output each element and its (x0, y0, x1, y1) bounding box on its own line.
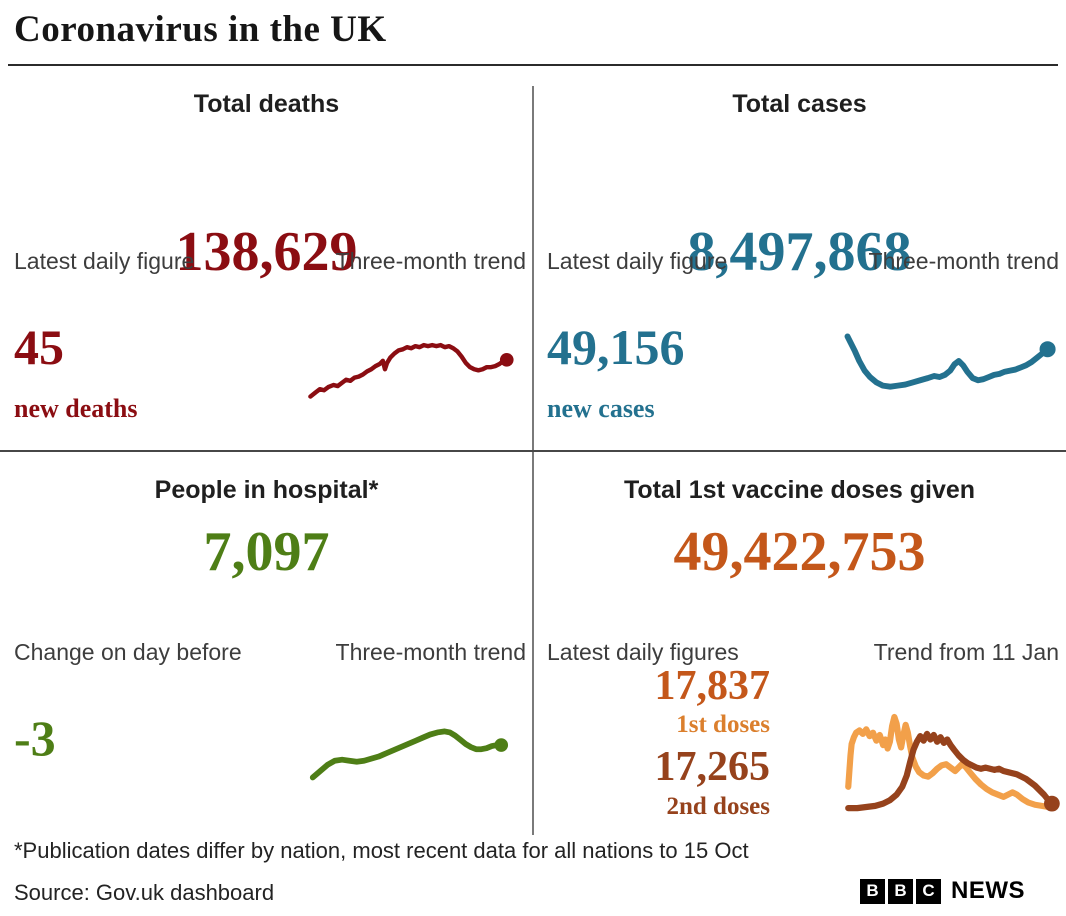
panel-vaccine-doses: Total 1st vaccine doses given 49,422,753… (533, 452, 1066, 835)
second-doses-daily-value: 17,265 (654, 744, 771, 790)
panel-title: People in hospital* (154, 476, 379, 504)
bbc-logo-block-b2: B (888, 878, 913, 904)
cases-trend-sparkline (844, 333, 1056, 390)
bbc-news-logo: B B C NEWS (860, 877, 1025, 905)
page-title: Coronavirus in the UK (14, 9, 387, 50)
new-cases-caption: new cases (547, 394, 655, 423)
label-change-on-day-before: Change on day before (14, 639, 242, 665)
divider-horizontal (0, 450, 1066, 452)
label-latest-daily-figure: Latest daily figure (14, 248, 195, 274)
first-doses-caption: 1st doses (676, 711, 770, 738)
vaccine-daily-figures: 17,837 1st doses 17,265 2nd doses (547, 452, 771, 835)
bbc-logo-block-b1: B (860, 878, 885, 904)
cases-trend-line (844, 333, 1051, 390)
second-doses-trend-line (845, 730, 1055, 812)
label-three-month-trend: Three-month trend (868, 248, 1059, 274)
bbc-logo-block-c: C (916, 878, 941, 904)
panel-title: Total 1st vaccine doses given (623, 476, 976, 504)
first-doses-trend-line (845, 713, 1055, 811)
cases-trend-endpoint-dot (1039, 341, 1056, 358)
hospital-trend-line (309, 728, 505, 781)
vaccine-trend-endpoint-dot (1044, 795, 1060, 812)
label-trend-from-11-jan: Trend from 11 Jan (873, 639, 1059, 665)
total-deaths-value: 138,629 (175, 221, 358, 283)
vaccine-trend-chart (845, 713, 1060, 812)
people-in-hospital-value: 7,097 (203, 521, 330, 583)
divider-vertical (532, 86, 534, 835)
new-deaths-caption: new deaths (14, 394, 138, 423)
label-three-month-trend: Three-month trend (335, 248, 526, 274)
label-latest-daily-figures: Latest daily figures (547, 639, 739, 665)
source-credit: Source: Gov.uk dashboard (14, 880, 275, 905)
panel-total-deaths: Total deaths 138,629 Latest daily figure… (0, 80, 533, 450)
deaths-trend-endpoint-dot (499, 352, 514, 367)
hospital-trend-sparkline (309, 728, 509, 781)
new-cases-value: 49,156 (547, 319, 685, 375)
second-doses-caption: 2nd doses (666, 793, 770, 820)
deaths-trend-sparkline (308, 342, 514, 399)
hospital-change-value: -3 (14, 710, 56, 766)
new-deaths-value: 45 (14, 319, 64, 375)
panel-total-cases: Total cases 8,497,868 Latest daily figur… (533, 80, 1066, 450)
footnote: *Publication dates differ by nation, mos… (14, 838, 749, 863)
bbc-logo-news-text: NEWS (951, 877, 1025, 904)
panel-title: Total deaths (193, 90, 340, 118)
deaths-trend-line (308, 342, 509, 399)
first-doses-daily-value: 17,837 (654, 663, 771, 709)
panel-title: Total cases (732, 90, 867, 118)
total-cases-value: 8,497,868 (687, 221, 912, 283)
total-first-doses-value: 49,422,753 (673, 521, 926, 583)
title-rule (8, 64, 1058, 66)
label-latest-daily-figure: Latest daily figure (547, 248, 728, 274)
hospital-trend-endpoint-dot (494, 738, 509, 752)
panel-people-in-hospital: People in hospital* 7,097 Change on day … (0, 452, 533, 835)
label-three-month-trend: Three-month trend (335, 639, 526, 665)
